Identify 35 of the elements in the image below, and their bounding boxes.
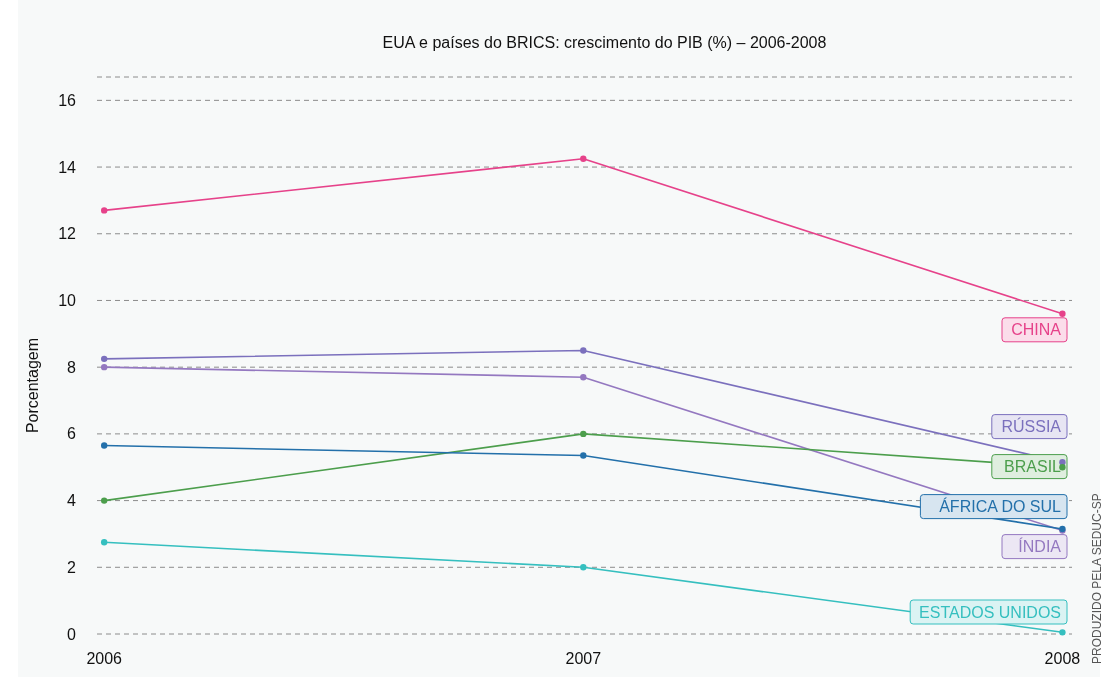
- series-label: RÚSSIA: [1001, 417, 1062, 436]
- point: [100, 355, 108, 363]
- series-label: BRASIL: [1004, 458, 1062, 476]
- point: [580, 564, 587, 571]
- y-tick-label: 4: [67, 492, 77, 510]
- x-tick-label: 2006: [86, 650, 123, 667]
- point: [100, 497, 108, 504]
- point: [100, 539, 108, 546]
- y-tick-label: 8: [67, 358, 77, 376]
- x-tick-label: 2008: [1044, 650, 1081, 667]
- y-tick-label: 14: [58, 158, 77, 176]
- point: [100, 363, 108, 371]
- chart-title: EUA e países do BRICS: crescimento do PIB (%) – 2006-2008: [382, 34, 827, 51]
- point: [580, 347, 587, 354]
- y-tick-label: 16: [58, 91, 77, 109]
- y-tick-label: 10: [58, 292, 77, 310]
- point: [580, 430, 587, 438]
- y-tick-label: 2: [67, 558, 77, 576]
- y-tick-label: 0: [67, 625, 77, 643]
- series-label: ÍNDIA: [1018, 537, 1062, 556]
- series-label: ESTADOS UNIDOS: [919, 603, 1061, 621]
- point: [580, 155, 587, 162]
- point: [100, 442, 108, 449]
- point: [1059, 310, 1066, 318]
- x-tick-label: 2007: [565, 650, 602, 667]
- point: [1059, 629, 1066, 636]
- y-tick-label: 6: [67, 425, 77, 443]
- point: [580, 373, 587, 381]
- series-label: ÁFRICA DO SUL: [939, 497, 1062, 516]
- point: [100, 207, 108, 214]
- point: [580, 452, 587, 459]
- text: PRODUZIDO PELA SEDUC-SP: [1090, 493, 1104, 664]
- series-label: CHINA: [1011, 321, 1062, 339]
- y-axis-title: Porcentagem: [24, 337, 41, 434]
- y-tick-label: 12: [58, 225, 77, 243]
